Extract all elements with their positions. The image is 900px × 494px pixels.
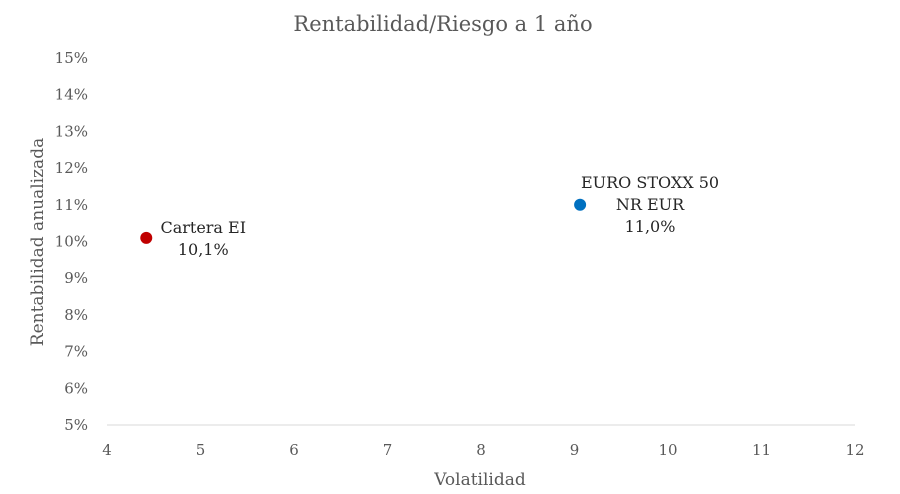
data-label-line: 10,1% — [178, 240, 229, 259]
data-label-line: Cartera EI — [160, 218, 246, 237]
data-label-line: 11,0% — [625, 217, 676, 236]
data-label-1: Cartera EI 10,1% — [160, 218, 246, 259]
data-points: Cartera EI 10,1% EURO STOXX 50 NR EUR 11,0% — [140, 173, 719, 259]
y-tick-label: 14% — [55, 86, 88, 104]
x-tick-label: 9 — [570, 441, 580, 459]
y-tick-label: 10% — [55, 233, 88, 251]
y-tick-label: 13% — [55, 122, 88, 140]
y-tick-label: 12% — [55, 159, 88, 177]
y-tick-label: 5% — [64, 416, 88, 434]
x-tick-label: 10 — [658, 441, 677, 459]
x-axis-ticks: 4 5 6 7 8 9 10 11 12 — [102, 441, 864, 459]
y-tick-label: 9% — [64, 269, 88, 287]
x-tick-label: 8 — [476, 441, 486, 459]
y-axis-label: Rentabilidad anualizada — [28, 138, 48, 346]
x-tick-label: 12 — [845, 441, 864, 459]
y-tick-label: 6% — [64, 379, 88, 397]
y-tick-label: 7% — [64, 343, 88, 361]
y-tick-label: 11% — [55, 196, 88, 214]
data-label-2: EURO STOXX 50 NR EUR 11,0% — [581, 173, 719, 236]
x-tick-label: 4 — [102, 441, 112, 459]
x-tick-label: 6 — [289, 441, 299, 459]
chart-title: Rentabilidad/Riesgo a 1 año — [293, 12, 592, 36]
x-tick-label: 7 — [383, 441, 393, 459]
data-label-line: NR EUR — [616, 195, 685, 214]
x-tick-label: 11 — [752, 441, 771, 459]
x-tick-label: 5 — [196, 441, 206, 459]
y-tick-label: 15% — [55, 49, 88, 67]
y-tick-label: 8% — [64, 306, 88, 324]
y-axis-ticks: 5% 6% 7% 8% 9% 10% 11% 12% 13% 14% 15% — [55, 49, 88, 434]
data-point-2 — [574, 198, 587, 211]
data-label-line: EURO STOXX 50 — [581, 173, 719, 192]
data-point-1 — [140, 231, 153, 244]
x-axis-label: Volatilidad — [433, 470, 526, 490]
